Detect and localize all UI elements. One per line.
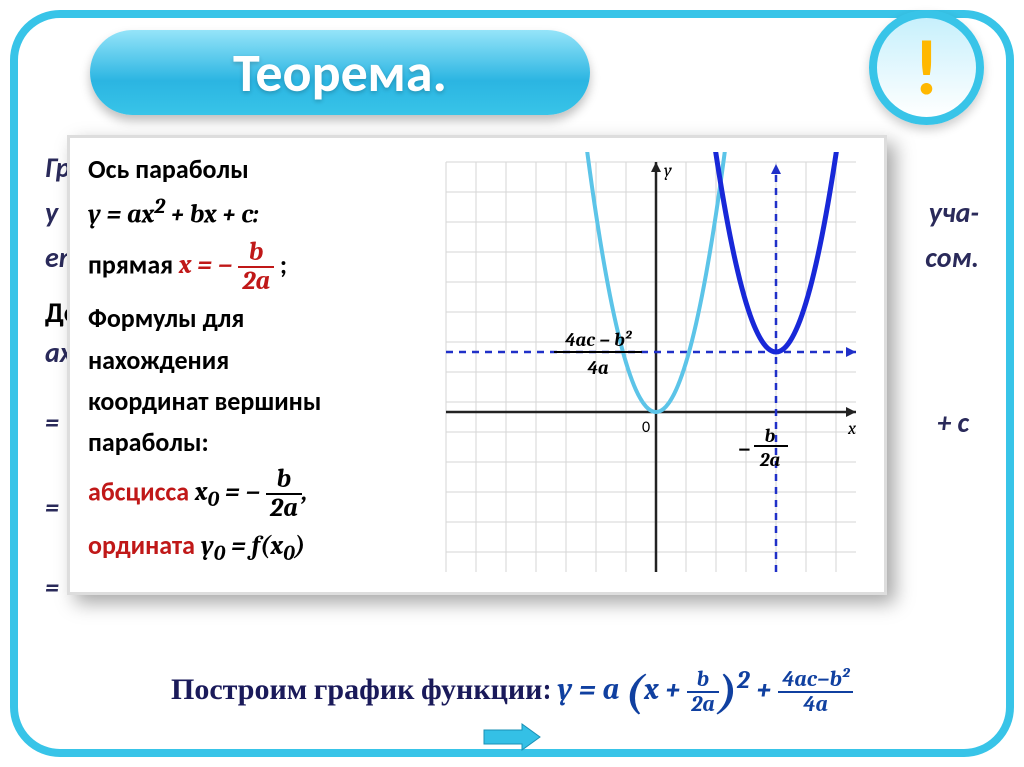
attention-badge: ! [869, 10, 984, 125]
eq: y0 = f(x0) [201, 531, 305, 561]
eq: = − [225, 477, 260, 507]
eq: + bx + c: [165, 200, 258, 230]
v: y [201, 531, 214, 561]
eq: x = − [179, 250, 233, 280]
v: x [195, 477, 208, 507]
eq: y = ax [88, 200, 154, 230]
popup-card: Ось параболы y = ax2 + bx + c: прямая x … [67, 135, 887, 595]
sub: 0 [214, 543, 226, 567]
sub: 0 [208, 489, 220, 513]
den: 2a [238, 268, 274, 295]
axis-formula: x = − b2a [179, 250, 280, 280]
chart-svg: y x 0 4ac − b² 4a −b2a [436, 152, 866, 582]
svg-text:b: b [765, 425, 776, 447]
txt: , [302, 477, 308, 507]
next-arrow-icon[interactable] [482, 722, 542, 757]
den: 4a [778, 693, 853, 716]
sub: 0 [283, 543, 295, 567]
sup: 2 [737, 666, 750, 695]
parabola-chart: y x 0 4ac − b² 4a −b2a [436, 152, 866, 582]
popup-text: Ось параболы y = ax2 + bx + c: прямая x … [88, 152, 428, 576]
eq: y = a (x + b2a)2 + 4ac−b²4a [557, 672, 852, 707]
txt: Построим график функции: [171, 672, 557, 707]
bg-frag: = [45, 570, 59, 605]
svg-text:y: y [664, 160, 672, 181]
ordinate-label: ордината [88, 529, 201, 561]
bg-frag: сом. [925, 240, 979, 275]
txt: Формулы для [88, 302, 244, 334]
eq: y = a [557, 672, 619, 707]
txt: Ось параболы [88, 153, 249, 185]
svg-text:4a: 4a [587, 357, 609, 379]
bg-frag: уча- [929, 195, 979, 230]
svg-text:2a: 2a [759, 449, 781, 471]
svg-text:4ac − b²: 4ac − b² [565, 329, 633, 351]
exclaim-icon: ! [914, 29, 939, 107]
bg-frag: = [45, 405, 59, 440]
abscissa-label: абсцисса [88, 475, 195, 507]
txt: ; [280, 248, 287, 280]
txt: нахождения [88, 344, 229, 376]
bottom-formula: Построим график функции: y = a (x + b2a)… [0, 666, 1024, 719]
txt: прямая [88, 248, 179, 280]
num: 4ac−b² [778, 668, 853, 693]
den: 2a [687, 693, 719, 716]
bg-frag: + c [937, 405, 969, 440]
bg-frag: y [45, 195, 58, 230]
title-text: Теорема. [233, 40, 447, 106]
bg-frag: = [45, 490, 59, 525]
svg-text:0: 0 [642, 418, 650, 437]
txt: координат вершины [88, 385, 321, 417]
title-banner: Теорема. [90, 30, 590, 115]
eq: x + [644, 672, 687, 707]
svg-text:−: − [738, 436, 751, 462]
eq: = f(x [231, 531, 283, 561]
eq: + [756, 672, 778, 707]
num: b [687, 668, 719, 693]
num: b [238, 239, 274, 268]
txt: параболы: [88, 426, 209, 458]
eq: x0 = − b2a, [195, 477, 308, 507]
txt: ) [295, 531, 305, 561]
den: 2a [266, 495, 302, 522]
svg-text:x: x [847, 418, 857, 439]
num: b [266, 466, 302, 495]
